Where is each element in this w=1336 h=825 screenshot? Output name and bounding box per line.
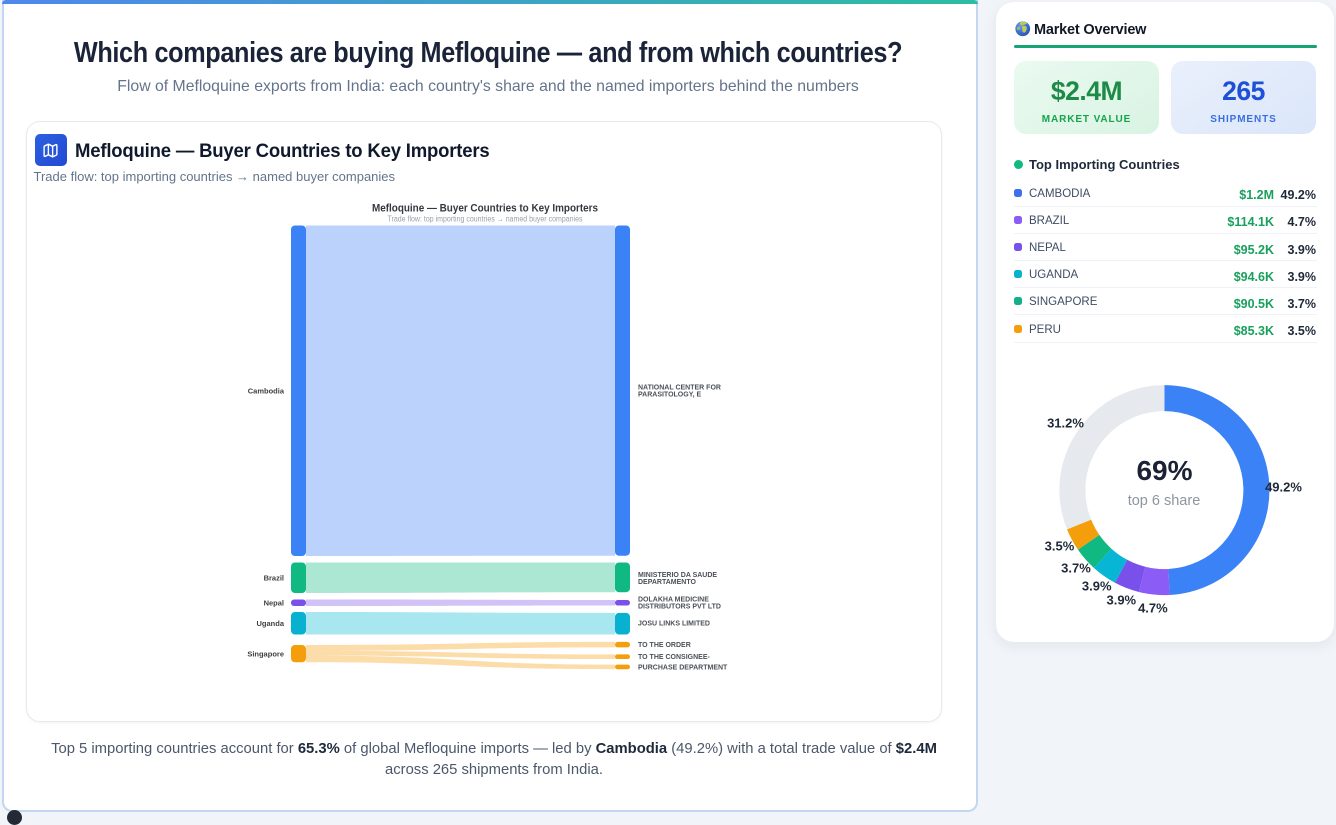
svg-text:Nepal: Nepal (263, 599, 283, 608)
svg-text:PURCHASE DEPARTMENT: PURCHASE DEPARTMENT (638, 664, 728, 671)
svg-text:NATIONAL CENTER FOR: NATIONAL CENTER FOR (638, 385, 721, 392)
svg-text:TO THE CONSIGNEE-: TO THE CONSIGNEE- (638, 654, 710, 661)
svg-text:DOLAKHA MEDICINE: DOLAKHA MEDICINE (638, 597, 709, 604)
svg-text:Uganda: Uganda (256, 619, 284, 628)
svg-text:TO THE ORDER: TO THE ORDER (638, 642, 691, 649)
svg-text:Trade flow: top importing coun: Trade flow: top importing countries → na… (387, 215, 582, 224)
svg-text:DISTRIBUTORS PVT LTD: DISTRIBUTORS PVT LTD (638, 604, 721, 611)
svg-text:JOSU LINKS LIMITED: JOSU LINKS LIMITED (638, 621, 710, 628)
svg-text:Singapore: Singapore (247, 650, 284, 659)
svg-text:Brazil: Brazil (263, 574, 283, 583)
svg-text:Cambodia: Cambodia (247, 387, 284, 396)
svg-text:Mefloquine — Buyer Countries t: Mefloquine — Buyer Countries to Key Impo… (372, 203, 598, 215)
svg-text:DEPARTAMENTO: DEPARTAMENTO (638, 579, 697, 586)
svg-text:MINISTERIO DA SAUDE: MINISTERIO DA SAUDE (638, 572, 717, 579)
svg-text:PARASITOLOGY, E: PARASITOLOGY, E (638, 392, 701, 399)
